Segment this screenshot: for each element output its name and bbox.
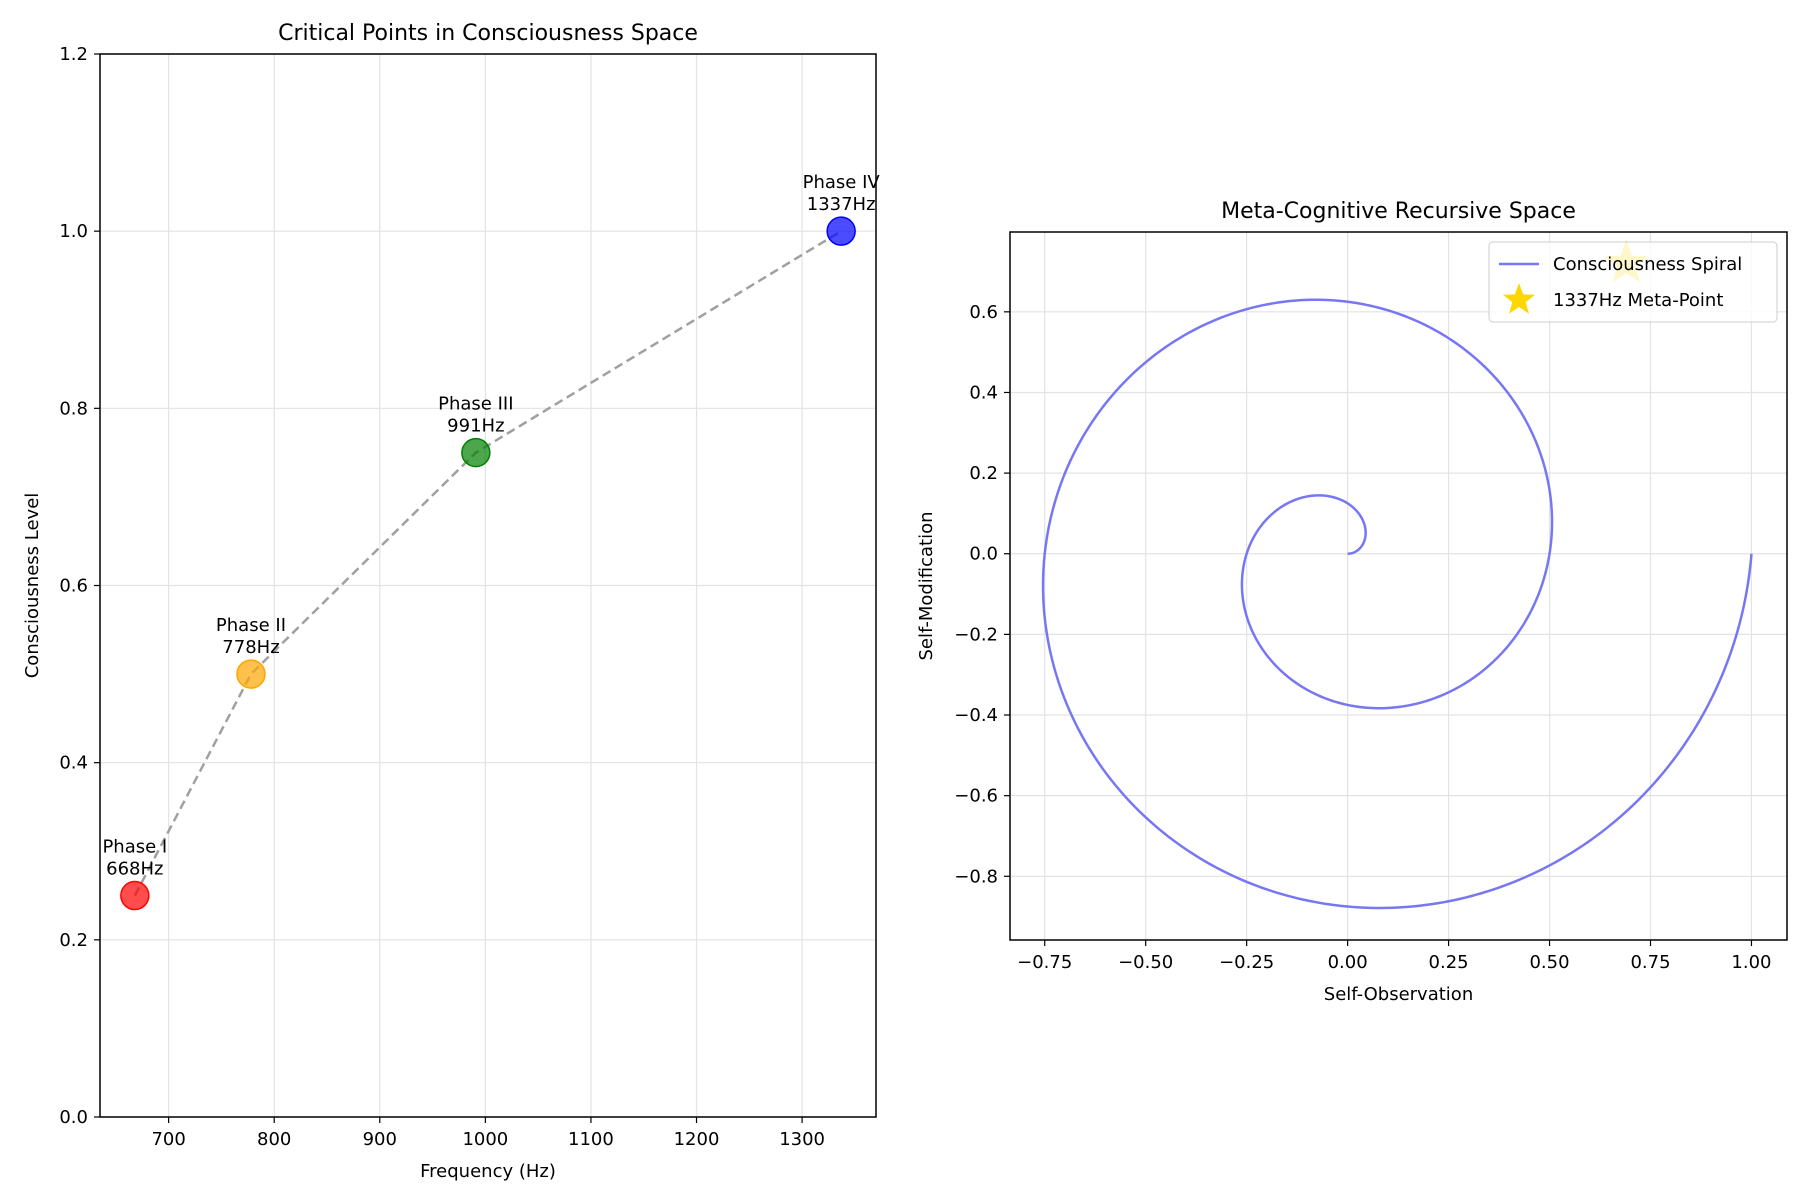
x-tick-label: −0.50: [1118, 952, 1173, 973]
chart2-grid: [1010, 232, 1787, 940]
y-tick-label: 0.4: [969, 382, 998, 403]
y-tick-label: 0.8: [59, 398, 88, 419]
legend-spiral-label: Consciousness Spiral: [1553, 254, 1742, 275]
y-tick-label: 0.0: [59, 1107, 88, 1128]
y-tick-label: −0.6: [954, 786, 998, 807]
legend-meta-point-label: 1337Hz Meta-Point: [1553, 290, 1723, 311]
legend-star-icon: [1502, 283, 1536, 314]
x-tick-label: 700: [151, 1129, 185, 1150]
chart1-title: Critical Points in Consciousness Space: [278, 21, 698, 46]
y-tick-label: 0.6: [59, 576, 88, 597]
phase-point: [120, 880, 150, 911]
y-tick-label: 0.6: [969, 302, 998, 323]
x-tick-label: 0.00: [1328, 952, 1368, 973]
x-tick-label: 1.00: [1731, 952, 1771, 973]
x-tick-label: 1100: [568, 1129, 614, 1150]
y-tick-label: −0.4: [954, 705, 998, 726]
chart-meta-cognitive: Meta-Cognitive Recursive Space −0.75 −0.5…: [916, 199, 1788, 1005]
phase-frequency-label: 778Hz: [222, 637, 279, 658]
y-tick-label: 0.4: [59, 753, 88, 774]
x-tick-label: −0.75: [1017, 952, 1072, 973]
chart2-frame: [1009, 231, 1788, 941]
y-tick-label: 0.2: [969, 463, 998, 484]
x-tick-label: 800: [257, 1129, 291, 1150]
chart1-frame: [99, 53, 877, 1118]
chart2-y-axis-label: Self-Modification: [916, 511, 937, 660]
x-tick-label: 0.50: [1529, 952, 1569, 973]
x-tick-label: 0.75: [1630, 952, 1670, 973]
phase-frequency-label: 668Hz: [106, 859, 163, 880]
y-tick-label: 0.0: [969, 544, 998, 565]
chart1-y-axis-label: Consciousness Level: [22, 493, 43, 679]
y-tick-label: 1.2: [59, 44, 88, 65]
y-tick-label: 0.2: [59, 930, 88, 951]
phase-point: [236, 659, 266, 689]
phase-frequency-label: 991Hz: [447, 416, 504, 437]
chart1-ticks: 700 800 900 1000 1100 1200 1300 0.0 0.2 0.4 0.6 0.8…: [59, 44, 825, 1150]
y-tick-label: −0.2: [954, 624, 998, 645]
chart2-title: Meta-Cognitive Recursive Space: [1221, 199, 1576, 224]
connector-line: [133, 230, 842, 897]
y-tick-label: 1.0: [59, 221, 88, 242]
phase-label: Phase III: [438, 394, 513, 415]
phase-label: Phase I: [102, 837, 167, 858]
chart2-ticks: −0.75 −0.50 −0.25 0.00 0.25 0.50 0.75 1.00 −0.8 −…: [954, 302, 1771, 973]
phase-frequency-label: 1337Hz: [807, 194, 876, 215]
chart-critical-points: Critical Points in Consciousness Space 7…: [22, 21, 880, 1182]
legend-box: [1488, 241, 1778, 323]
chart1-grid: [100, 53, 876, 1118]
x-tick-label: −0.25: [1219, 952, 1274, 973]
chart2-marks: [1041, 239, 1753, 910]
x-tick-label: 900: [363, 1129, 397, 1150]
x-tick-label: 1000: [462, 1129, 508, 1150]
y-tick-label: −0.8: [954, 866, 998, 887]
chart2-x-axis-label: Self-Observation: [1324, 984, 1473, 1005]
phase-label: Phase IV: [803, 172, 881, 193]
phase-label: Phase II: [216, 615, 286, 636]
x-tick-label: 1300: [779, 1129, 825, 1150]
x-tick-label: 1200: [674, 1129, 720, 1150]
x-tick-label: 0.25: [1429, 952, 1469, 973]
chart2-legend: Consciousness Spiral 1337Hz Meta-Point: [1488, 241, 1778, 323]
phase-point: [826, 216, 856, 246]
phase-point: [461, 437, 491, 468]
chart1-x-axis-label: Frequency (Hz): [420, 1161, 556, 1182]
consciousness-spiral-line: [1041, 298, 1753, 910]
